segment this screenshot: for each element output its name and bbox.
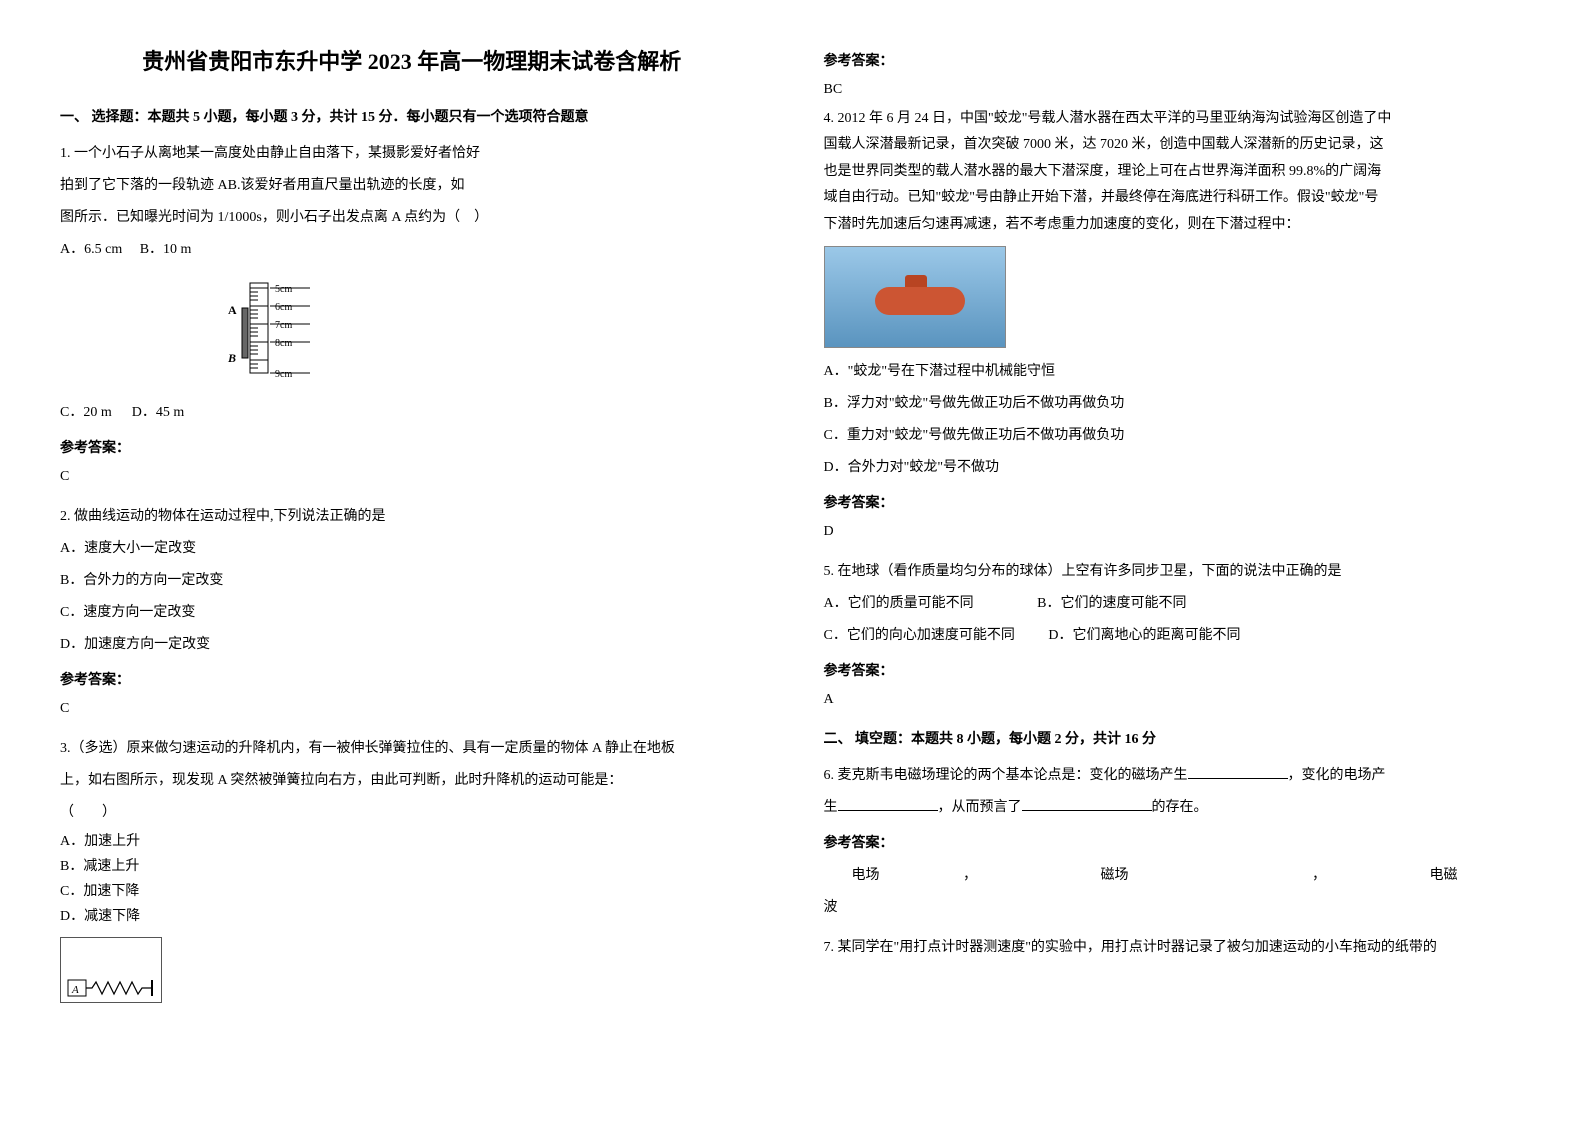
q2-option-a: A．速度大小一定改变 [60, 535, 764, 563]
q1-option-c: C．20 m [60, 399, 112, 427]
q6-part5: 的存在。 [1152, 800, 1208, 815]
q4-stem1: 4. 2012 年 6 月 24 日，中国"蛟龙"号载人潜水器在西太平洋的马里亚… [824, 108, 1528, 130]
q5-option-c: C．它们的向心加速度可能不同 [824, 628, 1015, 643]
q5-option-d: D．它们离地心的距离可能不同 [1048, 628, 1240, 643]
q3-paren: （ ） [60, 799, 764, 827]
q4-answer: D [824, 518, 1528, 546]
q4-option-b: B．浮力对"蛟龙"号做先做正功后不做功再做负功 [824, 390, 1528, 418]
q1-line2: 拍到了它下落的一段轨迹 AB.该爱好者用直尺量出轨迹的长度，如 [60, 172, 764, 200]
q1-option-d: D．45 m [132, 399, 185, 427]
q5-option-a: A．它们的质量可能不同 [824, 596, 974, 611]
q4-option-d: D．合外力对"蛟龙"号不做功 [824, 454, 1528, 482]
ruler-label-6: 6cm [275, 302, 292, 313]
question-4: 4. 2012 年 6 月 24 日，中国"蛟龙"号载人潜水器在西太平洋的马里亚… [824, 108, 1528, 546]
q1-answer-label: 参考答案： [60, 435, 764, 463]
spring-box-label: A [71, 984, 79, 996]
q2-answer: C [60, 695, 764, 723]
ruler-point-a: A [228, 303, 237, 317]
q4-stem3: 也是世界同类型的载人潜水器的最大下潜深度，理论上可在占世界海洋面积 99.8%的… [824, 161, 1528, 183]
q5-stem: 5. 在地球（看作质量均匀分布的球体）上空有许多同步卫星，下面的说法中正确的是 [824, 558, 1528, 586]
q6-part3: 生 [824, 800, 838, 815]
q4-stem4: 域自由行动。已知"蛟龙"号由静止开始下潜，并最终停在海底进行科研工作。假设"蛟龙… [824, 187, 1528, 209]
q2-answer-label: 参考答案： [60, 667, 764, 695]
q5-option-b: B．它们的速度可能不同 [1037, 596, 1186, 611]
q6-ans3: 电磁 [1430, 868, 1458, 883]
q6-answer-label: 参考答案： [824, 830, 1528, 858]
q6-ans1: 电场 [852, 868, 880, 883]
question-2: 2. 做曲线运动的物体在运动过程中,下列说法正确的是 A．速度大小一定改变 B．… [60, 503, 764, 723]
q6-ans3-cont: 波 [824, 894, 1528, 922]
q1-options-ab: A．6.5 cm B．10 m [60, 236, 764, 264]
blank-3 [1022, 796, 1152, 811]
q4-option-c: C．重力对"蛟龙"号做先做正功后不做功再做负功 [824, 422, 1528, 450]
blank-2 [838, 796, 938, 811]
page-title: 贵州省贵阳市东升中学 2023 年高一物理期末试卷含解析 [60, 40, 764, 84]
q6-sep1: ， [963, 868, 977, 883]
question-1: 1. 一个小石子从离地某一高度处由静止自由落下，某摄影爱好者恰好 拍到了它下落的… [60, 140, 764, 491]
q3-answer: BC [824, 76, 1528, 104]
q1-line3: 图所示．已知曝光时间为 1/1000s，则小石子出发点离 A 点约为（ ） [60, 204, 764, 232]
question-3: 3.（多选）原来做匀速运动的升降机内，有一被伸长弹簧拉住的、具有一定质量的物体 … [60, 735, 764, 1003]
q4-stem5: 下潜时先加速后匀速再减速，若不考虑重力加速度的变化，则在下潜过程中： [824, 214, 1528, 236]
q6-part2: ，变化的电场产 [1288, 768, 1386, 783]
q4-option-a: A．"蛟龙"号在下潜过程中机械能守恒 [824, 358, 1528, 386]
blank-1 [1188, 764, 1288, 779]
question-6: 6. 麦克斯韦电磁场理论的两个基本论点是：变化的磁场产生 ，变化的电场产 生 ，从而… [824, 762, 1528, 922]
left-column: 贵州省贵阳市东升中学 2023 年高一物理期末试卷含解析 一、 选择题：本题共 … [60, 40, 764, 1015]
q3-stem1: 3.（多选）原来做匀速运动的升降机内，有一被伸长弹簧拉住的、具有一定质量的物体 … [60, 735, 764, 763]
q3-answer-label: 参考答案： [824, 48, 1528, 76]
q2-option-b: B．合外力的方向一定改变 [60, 567, 764, 595]
q4-stem2: 国载人深潜最新记录，首次突破 7000 米，达 7020 米，创造中国载人深潜新… [824, 134, 1528, 156]
q3-option-c: C．加速下降 [60, 881, 764, 902]
q2-option-d: D．加速度方向一定改变 [60, 631, 764, 659]
q6-ans2: 磁场 [1101, 868, 1129, 883]
q2-stem: 2. 做曲线运动的物体在运动过程中,下列说法正确的是 [60, 503, 764, 531]
q6-sep2: ， [1312, 868, 1326, 883]
section-1-heading: 一、 选择题：本题共 5 小题，每小题 3 分，共计 15 分．每小题只有一个选… [60, 104, 764, 132]
q1-answer: C [60, 463, 764, 491]
spring-figure: A [60, 937, 162, 1003]
q3-option-a: A．加速上升 [60, 831, 764, 852]
ruler-label-8: 8cm [275, 338, 292, 349]
q4-answer-label: 参考答案： [824, 490, 1528, 518]
q3-option-b: B．减速上升 [60, 856, 764, 877]
question-5: 5. 在地球（看作质量均匀分布的球体）上空有许多同步卫星，下面的说法中正确的是 … [824, 558, 1528, 714]
q6-part1: 6. 麦克斯韦电磁场理论的两个基本论点是：变化的磁场产生 [824, 768, 1188, 783]
submarine-figure [824, 246, 1006, 348]
ruler-label-5: 5cm [275, 284, 292, 295]
q3-option-d: D．减速下降 [60, 906, 764, 927]
q2-option-c: C．速度方向一定改变 [60, 599, 764, 627]
q1-line1: 1. 一个小石子从离地某一高度处由静止自由落下，某摄影爱好者恰好 [60, 140, 764, 168]
q7-stem: 7. 某同学在"用打点计时器测速度"的实验中，用打点计时器记录了被匀加速运动的小… [824, 934, 1528, 962]
section-2-heading: 二、 填空题：本题共 8 小题，每小题 2 分，共计 16 分 [824, 726, 1528, 754]
q5-answer-label: 参考答案： [824, 658, 1528, 686]
ruler-label-7: 7cm [275, 320, 292, 331]
q5-answer: A [824, 686, 1528, 714]
ruler-figure: 5cm 6cm 7cm 8cm 9cm A B [180, 278, 380, 378]
q3-stem2: 上，如右图所示，现发现 A 突然被弹簧拉向右方，由此可判断，此时升降机的运动可能… [60, 767, 764, 795]
right-column: 参考答案： BC 4. 2012 年 6 月 24 日，中国"蛟龙"号载人潜水器… [824, 40, 1528, 1015]
ruler-point-b: B [227, 351, 236, 365]
question-7: 7. 某同学在"用打点计时器测速度"的实验中，用打点计时器记录了被匀加速运动的小… [824, 934, 1528, 962]
q6-part4: ，从而预言了 [938, 800, 1022, 815]
